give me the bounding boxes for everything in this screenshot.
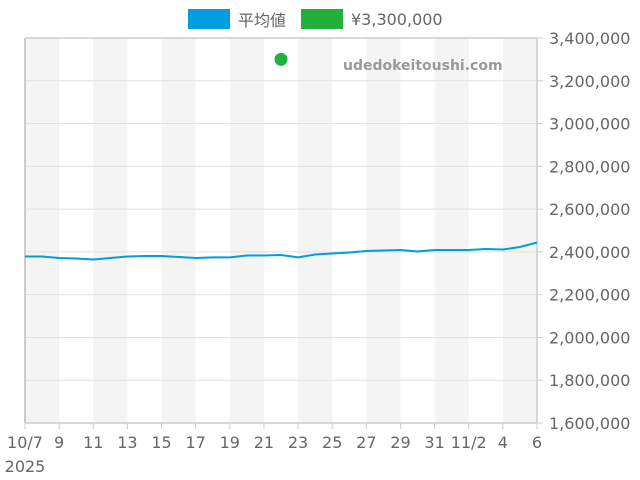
x-tick-label: 19 [220,433,240,452]
x-tick-label: 15 [151,433,171,452]
x-tick-label: 17 [185,433,205,452]
x-tick-label: 9 [54,433,64,452]
date-band [25,38,60,423]
x-tick-label: 21 [254,433,274,452]
price-point-dot[interactable] [274,52,288,66]
x-axis-labels: 10/7 2025 9 11 13 15 17 19 21 23 25 27 29 31 11/2 4 6 [5,433,542,476]
y-tick-label: 3,400,000 [549,29,630,48]
chart-legend: 平均値 ¥3,300,000 [0,8,640,30]
y-tick-label: 2,800,000 [549,157,630,176]
y-tick-label: 3,200,000 [549,72,630,91]
x-tick-label: 27 [356,433,376,452]
date-band [434,38,469,423]
date-bands [25,38,537,423]
y-axis-labels: 1,600,000 1,800,000 2,000,000 2,200,000 2,40… [549,29,630,433]
date-band [502,38,537,423]
legend-item-price[interactable]: ¥3,300,000 [301,8,443,30]
legend-label-average: 平均値 [238,11,287,30]
x-tick-label: 31 [424,433,444,452]
legend-item-average[interactable]: 平均値 [188,8,286,30]
x-tick-label: 11/2 [451,433,487,452]
date-band [229,38,264,423]
date-band [161,38,196,423]
y-tick-label: 2,200,000 [549,286,630,305]
x-tick-label: 10/7 [7,433,43,452]
average-price-line [25,241,538,261]
y-tick-label: 2,400,000 [549,243,630,262]
x-tick-label: 29 [390,433,410,452]
y-tick-label: 3,000,000 [549,115,630,134]
y-tick-label: 1,800,000 [549,371,630,390]
axes [24,37,538,429]
y-tick-label: 1,600,000 [549,414,630,433]
date-band [93,38,128,423]
x-tick-label: 11 [83,433,103,452]
y-tick-label: 2,600,000 [549,200,630,219]
watermark: udedokeitoushi.com [343,58,503,74]
x-tick-label: 4 [498,433,508,452]
x-tick-label: 23 [288,433,308,452]
legend-swatch-average [188,9,230,29]
x-tick-label: 25 [322,433,342,452]
x-tick-label: 13 [117,433,137,452]
date-band [298,38,333,423]
date-band [366,38,401,423]
y-tick-label: 2,000,000 [549,328,630,347]
legend-swatch-price [301,9,343,29]
x-tick-label: 6 [532,433,542,452]
x-tick-year: 2025 [5,457,46,476]
legend-label-price: ¥3,300,000 [351,9,443,29]
